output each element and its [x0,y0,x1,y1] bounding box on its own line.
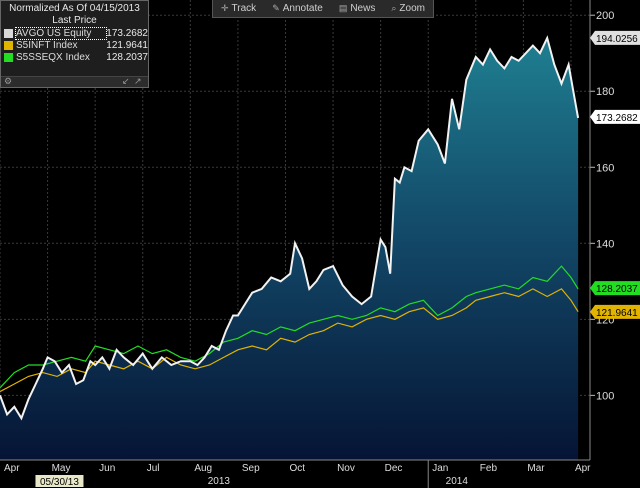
last-value-tag-bg [590,30,640,45]
news-icon: ▤ [338,3,348,13]
legend-title-line2: Last Price [52,15,97,26]
y-tick-label: 160 [596,162,614,174]
zoom-button[interactable]: ⌕ Zoom [391,3,425,14]
annotate-label: Annotate [282,3,323,14]
legend-footer: ⚙ ↙ ↗ [1,76,148,87]
y-tick-label: 180 [596,86,614,98]
last-value-tag-bg [590,281,640,296]
x-tick-label: Jan [432,463,448,474]
y-tick-label: 140 [596,238,614,250]
legend-entry-s5inft[interactable]: S5INFT Index 121.9641 [1,39,148,51]
collapse-icon[interactable]: ↙ [122,76,130,86]
x-tick-label: May [52,463,71,474]
annotate-button[interactable]: ✎ Annotate [272,3,323,14]
legend-swatch-avgo [4,28,13,38]
expand-icon[interactable]: ↗ [134,76,142,86]
legend-value-s5inft: 121.9641 [106,39,148,51]
x-tick-label: Aug [194,463,212,474]
last-value-tag: 194.0256 [590,30,640,45]
series-line-s5sseqx-index [0,265,579,389]
x-tick-label: Apr [4,463,20,474]
legend-swatch-s5sseqx [4,52,13,62]
last-value-tag: 121.9641 [590,304,640,319]
legend-panel[interactable]: Normalized As Of 04/15/2013 Last Price A… [0,0,149,88]
gear-icon[interactable]: ⚙ [4,76,13,86]
news-button[interactable]: ▤ News [339,3,376,14]
last-value-tag-text: 194.0256 [596,34,638,45]
legend-value-s5sseqx: 128.2037 [106,51,148,63]
area-avgo-us-equity [0,38,579,460]
crosshair-icon: ✛ [221,3,229,13]
x-tick-label: Mar [527,463,545,474]
y-tick-label: 200 [596,10,614,22]
y-tick-label: 100 [596,390,614,402]
track-button[interactable]: ✛ Track [221,3,256,14]
x-tick-label: Apr [575,463,591,474]
x-tick-label: Jul [147,463,160,474]
pencil-icon: ✎ [272,3,280,13]
x-year-label: 2013 [208,476,231,487]
legend-value-avgo: 173.2682 [106,27,148,39]
legend-swatch-s5inft [4,40,13,50]
news-label: News [350,3,376,14]
legend-entry-s5sseqx[interactable]: S5SSEQX Index 128.2037 [1,51,148,63]
chart-toolbar: ✛ Track ✎ Annotate ▤ News ⌕ Zoom [212,0,434,18]
x-tick-label: Nov [337,463,355,474]
track-label: Track [231,3,257,14]
x-axis: Apr May Jun Jul Aug Sep Oct Nov Dec Jan Feb Mar Apr 2… [0,459,591,488]
legend-title-line1: Normalized As Of 04/15/2013 [9,3,140,14]
last-value-tag-bg [590,304,640,319]
legend-name-s5sseqx: S5SSEQX Index [16,51,90,63]
legend-name-s5inft: S5INFT Index [16,39,78,51]
series-line-s5inft-index [0,288,579,393]
x-tick-label: Dec [385,463,403,474]
legend-title: Normalized As Of 04/15/2013 Last Price [1,1,148,27]
magnifier-icon: ⌕ [391,3,397,13]
area-fill [0,38,579,460]
series-lines [0,35,580,421]
last-value-tag: 128.2037 [590,281,640,296]
x-tick-label: Jun [99,463,115,474]
x-tick-label: Oct [289,463,305,474]
zoom-label: Zoom [399,3,425,14]
last-value-labels: 194.0256 173.2682 128.2037 121.9641 [590,30,640,319]
cursor-date-box [35,475,84,487]
x-year-label: 2014 [446,476,469,487]
last-value-tag-bg [590,109,640,124]
x-tick-label: Feb [480,463,498,474]
series-line-avgo-us-equity [0,35,580,421]
x-tick-label: Sep [242,463,260,474]
last-value-tag-text: 173.2682 [596,113,638,124]
last-value-tag-text: 121.9641 [596,308,638,319]
last-value-tag-text: 128.2037 [596,284,638,295]
last-value-tag: 173.2682 [590,109,640,124]
legend-name-avgo: AVGO US Equity [14,26,108,40]
cursor-date-label: 05/30/13 [40,477,79,488]
legend-entry-avgo[interactable]: AVGO US Equity 173.2682 [1,26,148,40]
